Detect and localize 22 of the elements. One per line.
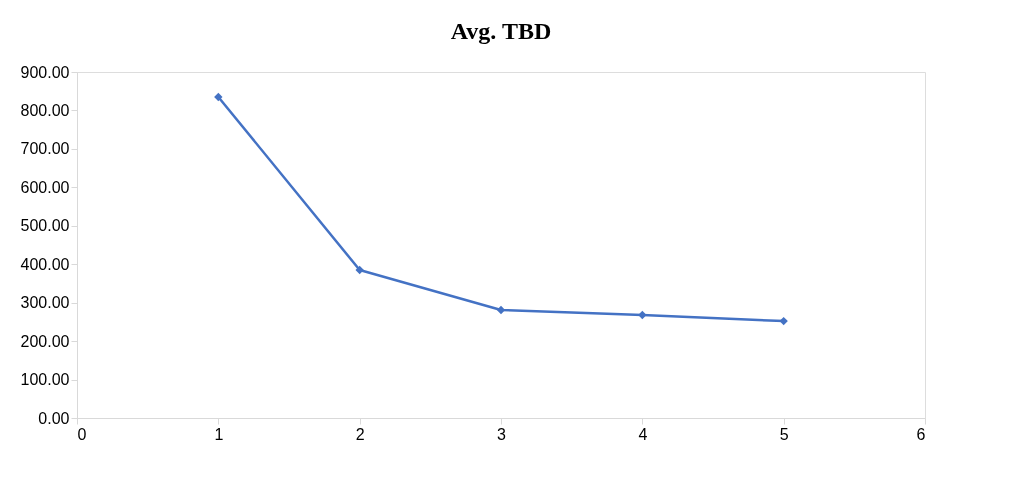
point [214, 92, 223, 102]
y-tick-label: 100.00 [20, 371, 70, 389]
x-tick-label: 0 [77, 425, 87, 443]
y-tick-label: 700.00 [20, 140, 70, 158]
x-tick-label: 3 [497, 425, 507, 443]
y-tick-label: 600.00 [20, 178, 70, 196]
point [638, 310, 647, 320]
x-tick-label: 2 [355, 425, 365, 443]
point [779, 316, 788, 326]
y-tick-label: 400.00 [20, 255, 70, 273]
chart-title: Avg. TBD [450, 18, 552, 44]
y-tick-label: 800.00 [20, 101, 70, 119]
x-tick-label: 6 [916, 425, 926, 443]
y-tick-label: 300.00 [20, 294, 70, 312]
y-tick-label: 900.00 [20, 63, 70, 81]
x-tick-label: 1 [214, 425, 224, 443]
x-tick-label: 4 [638, 425, 648, 443]
y-tick-label: 200.00 [20, 332, 70, 350]
x-tick-label: 5 [779, 425, 789, 443]
y-tick-label: 0.00 [38, 409, 70, 427]
y-tick-label: 500.00 [20, 217, 70, 235]
point [355, 265, 364, 275]
